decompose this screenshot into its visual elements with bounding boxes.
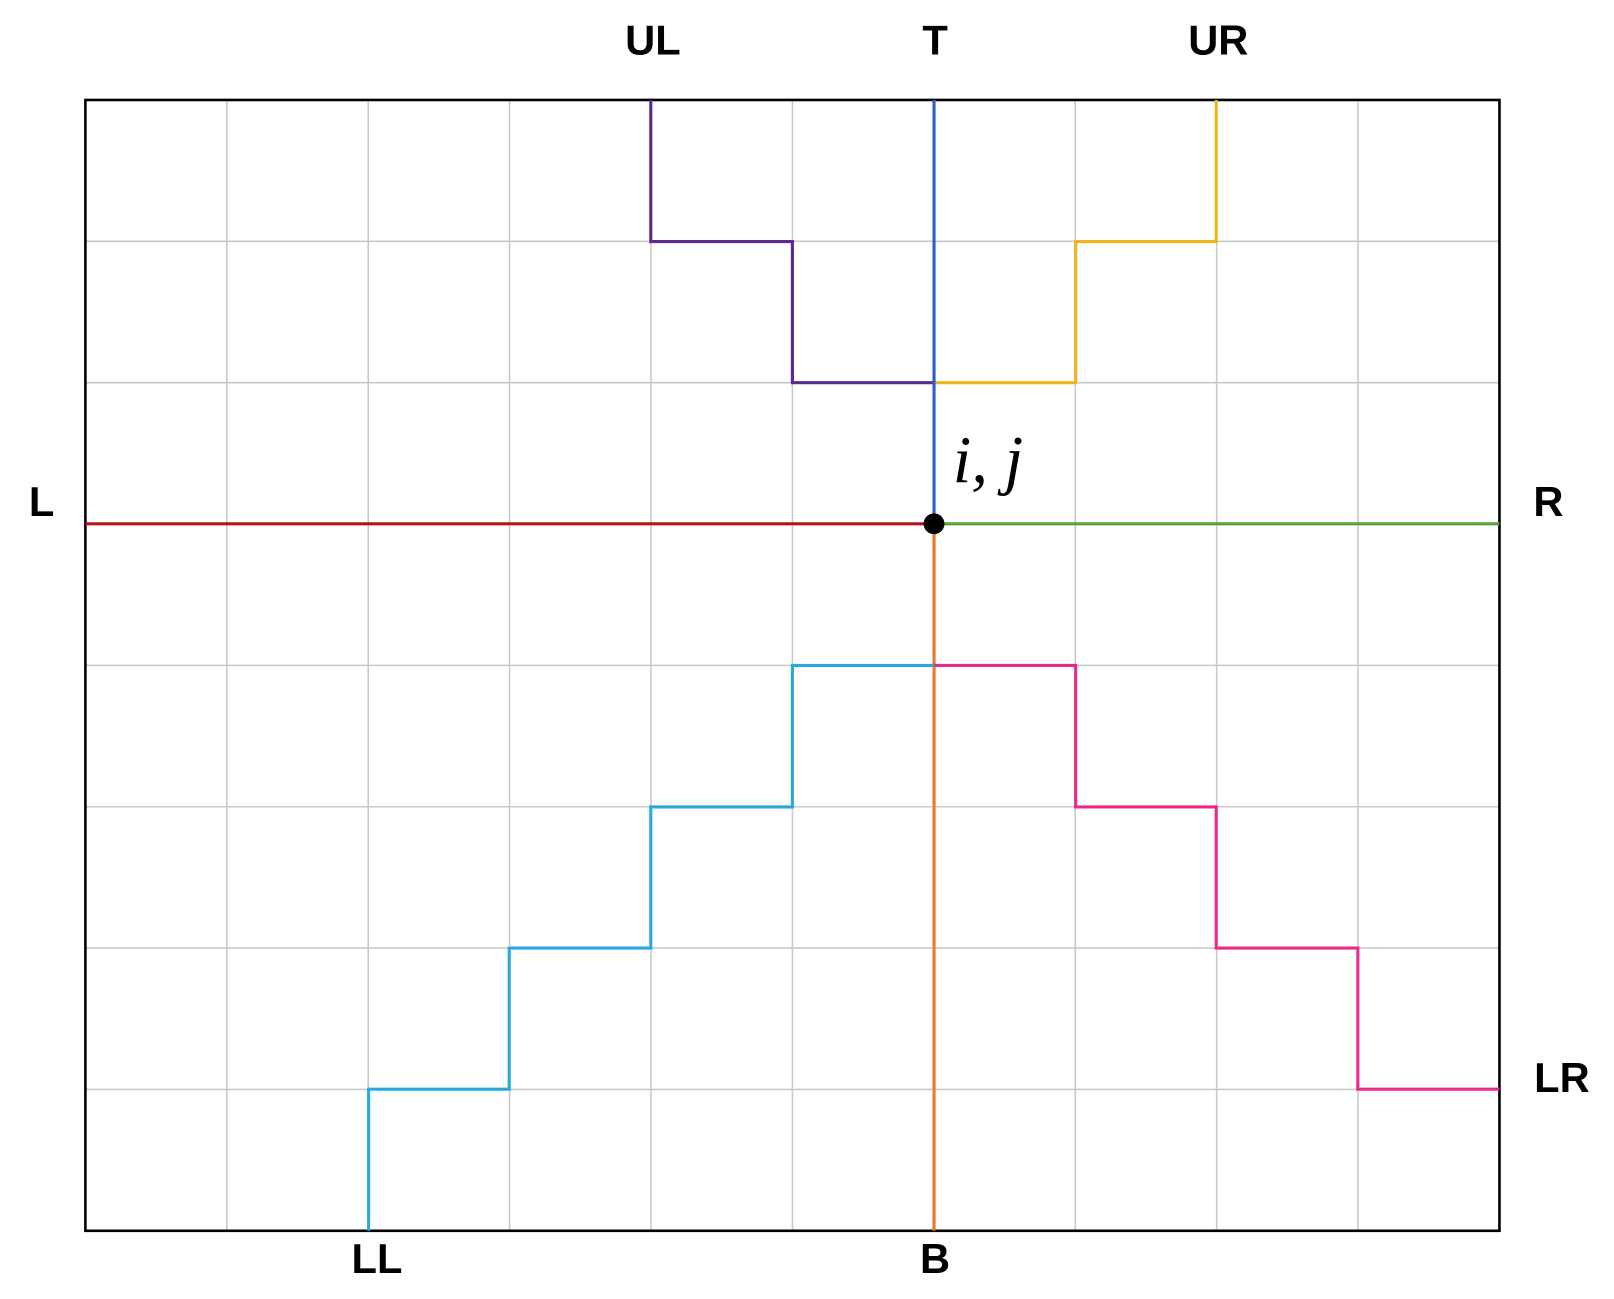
path-ul	[649, 99, 935, 385]
label-l: L	[29, 478, 54, 525]
label-t: T	[922, 17, 947, 64]
path-ur	[934, 99, 1218, 385]
point-label: i, j	[953, 424, 1023, 497]
border	[84, 98, 1501, 1233]
path-ll	[367, 663, 935, 1231]
label-ur: UR	[1188, 17, 1248, 64]
label-lr: LR	[1534, 1054, 1590, 1101]
label-ul: UL	[625, 17, 681, 64]
path-lr	[934, 663, 1500, 1091]
label-ll: LL	[352, 1235, 403, 1282]
point	[923, 513, 945, 535]
label-r: R	[1533, 478, 1563, 525]
label-b: B	[920, 1235, 950, 1282]
